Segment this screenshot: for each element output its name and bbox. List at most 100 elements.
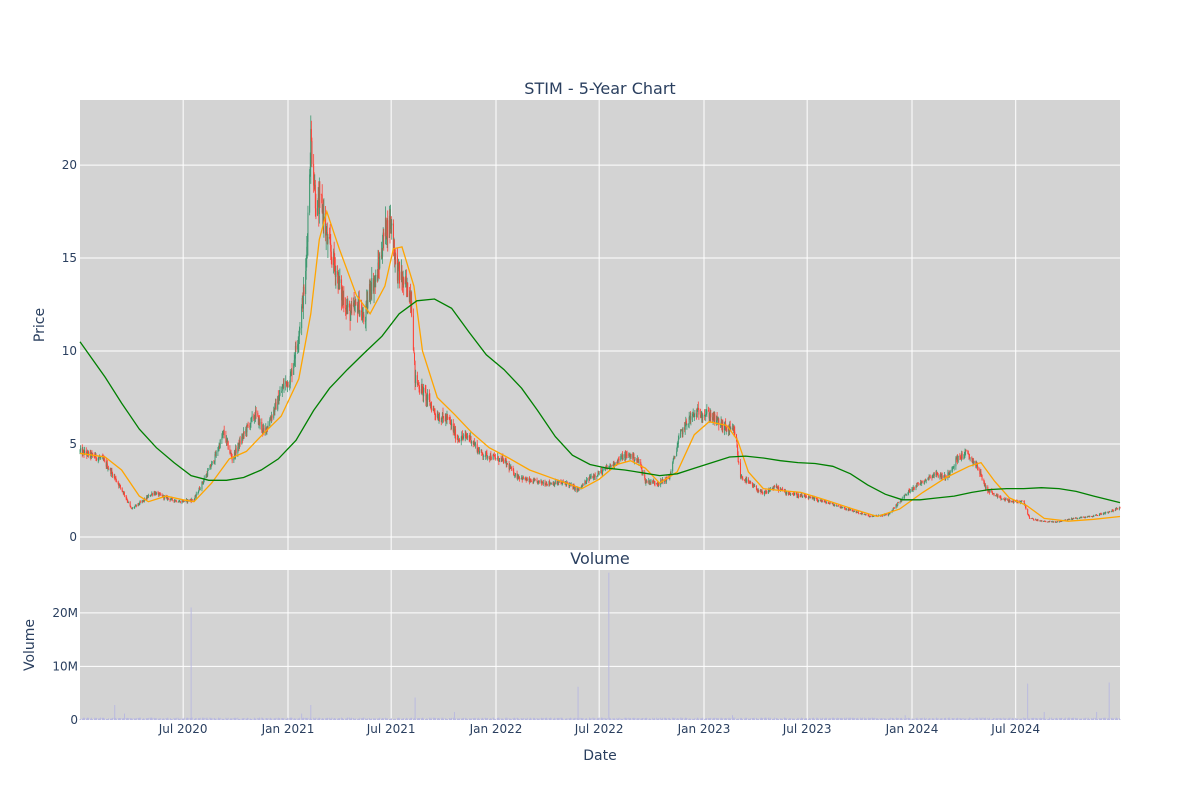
candle-body (173, 499, 175, 502)
volume-bar (529, 718, 531, 720)
candle-body (412, 315, 414, 351)
volume-bar (421, 718, 423, 720)
candle-body (229, 449, 231, 453)
volume-bar (622, 719, 623, 720)
candle-body (916, 485, 918, 487)
candle-body (1008, 500, 1010, 502)
volume-bar (594, 718, 596, 720)
volume-bar (1072, 718, 1074, 720)
volume-bar (250, 719, 252, 720)
volume-bar (746, 717, 748, 720)
candle-body (790, 493, 792, 495)
candle-body (864, 514, 866, 516)
volume-bar (693, 719, 695, 720)
volume-bar (569, 718, 570, 720)
candle-body (262, 428, 264, 429)
candle-body (195, 493, 197, 497)
candle-body (191, 499, 193, 501)
candle-body (868, 515, 870, 517)
candle-body (390, 216, 392, 226)
volume-bar (1003, 719, 1005, 720)
volume-bar (299, 719, 301, 720)
volume-bar (257, 717, 259, 720)
volume-bar (119, 718, 121, 720)
candle-body (86, 451, 88, 456)
candle-body (558, 482, 560, 483)
candle-body (227, 441, 229, 450)
candle-body (785, 491, 787, 494)
volume-bar (237, 717, 239, 720)
candle-body (1020, 500, 1022, 502)
candle-body (621, 454, 623, 457)
volume-bar (110, 718, 112, 720)
candle-body (769, 489, 771, 492)
volume-bar (859, 719, 861, 720)
volume-bar (447, 719, 449, 720)
volume-bar (736, 718, 738, 720)
volume-bar (614, 719, 616, 720)
volume-bar (692, 718, 694, 720)
candle-body (897, 502, 899, 506)
volume-bar (1087, 719, 1088, 720)
volume-bar (502, 719, 504, 720)
volume-bar (187, 717, 189, 720)
volume-bar (656, 717, 658, 720)
candle-body (247, 424, 249, 426)
volume-bar (1096, 719, 1098, 720)
candle-body (598, 472, 600, 475)
volume-bar (601, 717, 603, 720)
volume-bar (612, 718, 614, 720)
volume-bar (397, 717, 399, 720)
candle-body (808, 496, 810, 499)
volume-bar (485, 718, 487, 720)
candle-body (468, 436, 470, 438)
candle-body (150, 495, 152, 497)
volume-bar (305, 717, 307, 720)
volume-bar (123, 713, 125, 720)
candle-body (863, 514, 865, 515)
candle-body (213, 461, 215, 463)
volume-bar (824, 718, 826, 720)
candle-body (469, 435, 471, 439)
volume-bar (489, 718, 491, 720)
candle-body (652, 480, 654, 484)
volume-bar (657, 718, 659, 720)
volume-bar (943, 718, 945, 720)
candle-body (892, 510, 894, 511)
volume-bar (430, 718, 431, 720)
volume-bar (945, 719, 947, 720)
volume-bar (672, 718, 674, 720)
volume-bar (467, 718, 468, 720)
candle-body (281, 387, 283, 391)
volume-bar (889, 718, 891, 720)
volume-bar (262, 718, 264, 720)
candle-body (131, 508, 133, 510)
candle-body (445, 417, 447, 422)
candle-body (963, 455, 965, 458)
candle-body (925, 479, 927, 481)
candle-body (817, 500, 819, 502)
candle-body (888, 513, 890, 516)
volume-bar (796, 718, 798, 720)
volume-bar (852, 717, 854, 720)
volume-bar (446, 718, 448, 720)
candle-body (183, 501, 185, 502)
volume-bar (622, 718, 624, 720)
candle-body (1012, 500, 1014, 503)
candle-body (438, 417, 440, 420)
volume-bar (102, 717, 104, 720)
candle-body (649, 482, 651, 483)
candle-body (205, 476, 207, 479)
candle-body (367, 300, 369, 309)
volume-bar (431, 718, 433, 720)
candle-body (728, 428, 730, 432)
volume-bar (166, 718, 168, 720)
candle-body (489, 458, 491, 460)
volume-bar (134, 719, 136, 720)
volume-bar (1099, 718, 1100, 720)
volume-bar (589, 718, 591, 720)
candle-body (81, 448, 83, 455)
volume-bar (227, 717, 229, 720)
candle-body (574, 486, 576, 491)
volume-bar (573, 718, 574, 720)
